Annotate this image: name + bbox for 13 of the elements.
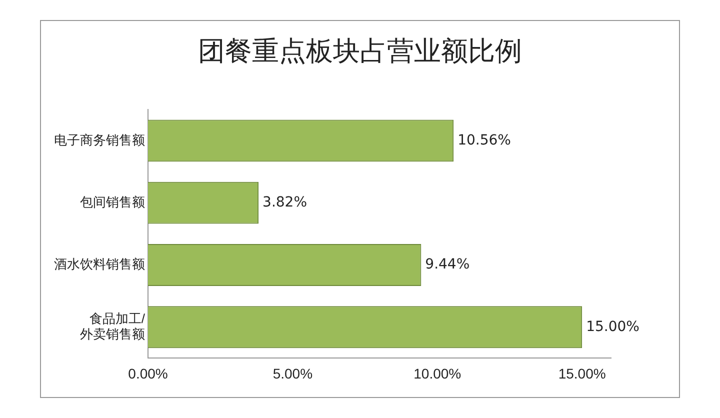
y-tick-label: 包间销售额 — [80, 194, 145, 210]
y-tick-label: 食品加工/ 外卖销售额 — [80, 310, 146, 342]
x-tick-label: 0.00% — [128, 365, 168, 382]
chart-title: 团餐重点板块占营业额比例 — [197, 35, 523, 69]
x-tick-label: 15.00% — [558, 365, 606, 382]
data-label: 15.00% — [586, 318, 640, 335]
x-tick-label: 10.00% — [414, 365, 462, 382]
data-label: 9.44% — [425, 256, 470, 273]
x-tick-label: 5.00% — [272, 365, 313, 382]
data-label: 10.56% — [458, 132, 511, 148]
y-tick-label: 酒水饮料销售额 — [54, 256, 145, 272]
data-label: 3.82% — [262, 194, 308, 210]
y-tick-label: 电子商务销售额 — [54, 132, 145, 148]
